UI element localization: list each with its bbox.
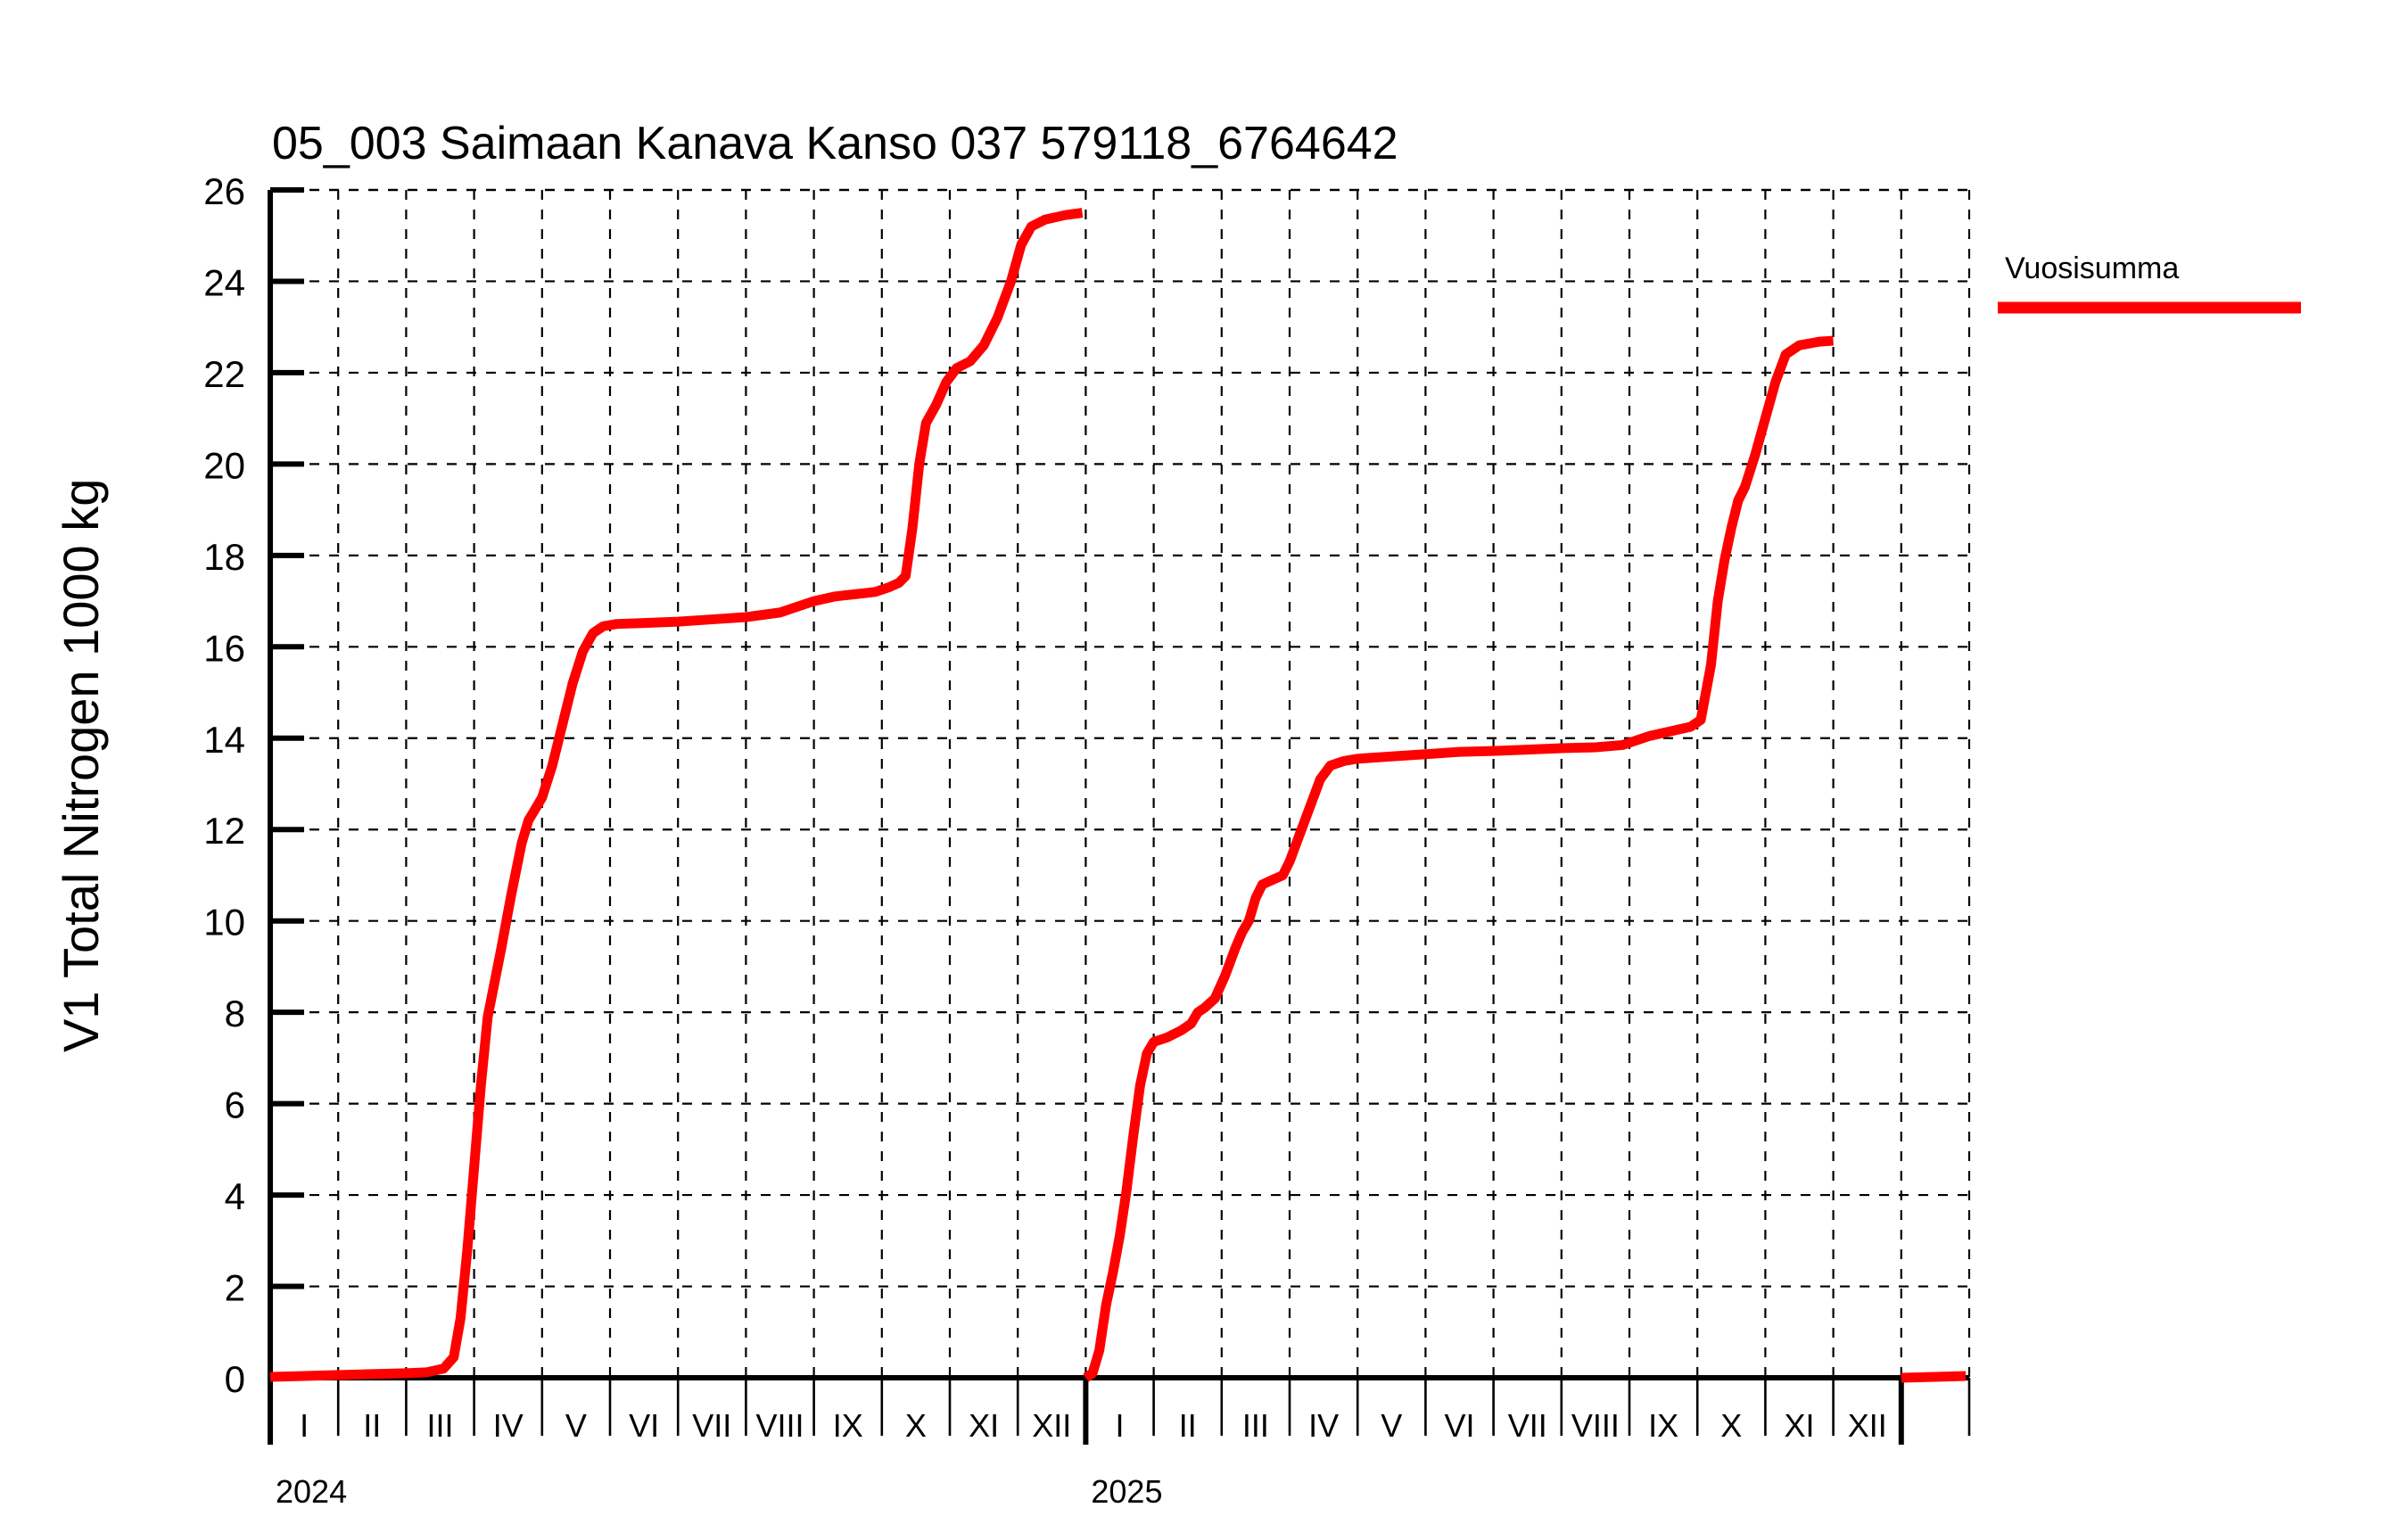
y-tick-label: 26 [203, 170, 245, 212]
y-tick-label: 4 [225, 1175, 245, 1217]
x-month-label: VIII [1571, 1407, 1620, 1444]
x-month-label: V [565, 1407, 587, 1444]
x-month-label: I [1115, 1407, 1124, 1444]
y-tick-label: 16 [203, 627, 245, 669]
x-month-label: X [1720, 1407, 1742, 1444]
x-month-label: XI [969, 1407, 999, 1444]
y-tick-label: 18 [203, 536, 245, 578]
y-tick-label: 8 [225, 993, 245, 1034]
y-tick-label: 22 [203, 353, 245, 395]
chart-title: 05_003 Saimaan Kanava Kanso 037 579118_6… [272, 118, 1398, 169]
x-month-label: II [363, 1407, 381, 1444]
x-year-label: 2024 [276, 1473, 347, 1510]
x-year-label: 2025 [1091, 1473, 1162, 1510]
y-tick-label: 24 [203, 261, 245, 303]
y-tick-label: 6 [225, 1084, 245, 1126]
x-month-label: III [426, 1407, 453, 1444]
x-month-label: V [1381, 1407, 1402, 1444]
axis-layer [268, 187, 1971, 1445]
x-month-label: VII [1508, 1407, 1547, 1444]
y-tick-label: 10 [203, 902, 245, 943]
legend: Vuosisumma [1998, 251, 2301, 314]
series-line-2025 [1083, 335, 1834, 1382]
x-month-label: VII [692, 1407, 731, 1444]
y-tick-label: 12 [203, 810, 245, 852]
y-tick-label: 2 [225, 1267, 245, 1309]
x-month-label: IX [1648, 1407, 1678, 1444]
x-month-label: VI [1444, 1407, 1474, 1444]
x-month-label: XI [1784, 1407, 1814, 1444]
x-month-label: VIII [755, 1407, 804, 1444]
x-month-label: VI [629, 1407, 659, 1444]
x-month-label: X [905, 1407, 927, 1444]
x-month-label: XII [1032, 1407, 1071, 1444]
y-tick-label: 20 [203, 444, 245, 486]
x-month-label: IX [833, 1407, 863, 1444]
grid-layer [270, 188, 1971, 1378]
y-tick-label: 14 [203, 719, 245, 761]
series-layer [269, 208, 1967, 1383]
x-month-label: II [1179, 1407, 1197, 1444]
y-tick-label: 0 [225, 1358, 245, 1400]
x-tick-labels: I II III IV V VI VII VIII IX X XI XII I II III IV V VI VII… [276, 1407, 1887, 1510]
x-month-label: I [300, 1407, 309, 1444]
x-month-label: XII [1848, 1407, 1887, 1444]
y-axis-title: V1 Total Nitrogen 1000 kg [53, 479, 109, 1052]
series-line-2024 [269, 208, 1084, 1382]
x-month-label: IV [493, 1407, 524, 1444]
x-month-label: III [1242, 1407, 1269, 1444]
legend-label-vuosisumma: Vuosisumma [2005, 251, 2179, 285]
x-month-label: IV [1308, 1407, 1339, 1444]
series-line-2026 [1901, 1371, 1967, 1383]
